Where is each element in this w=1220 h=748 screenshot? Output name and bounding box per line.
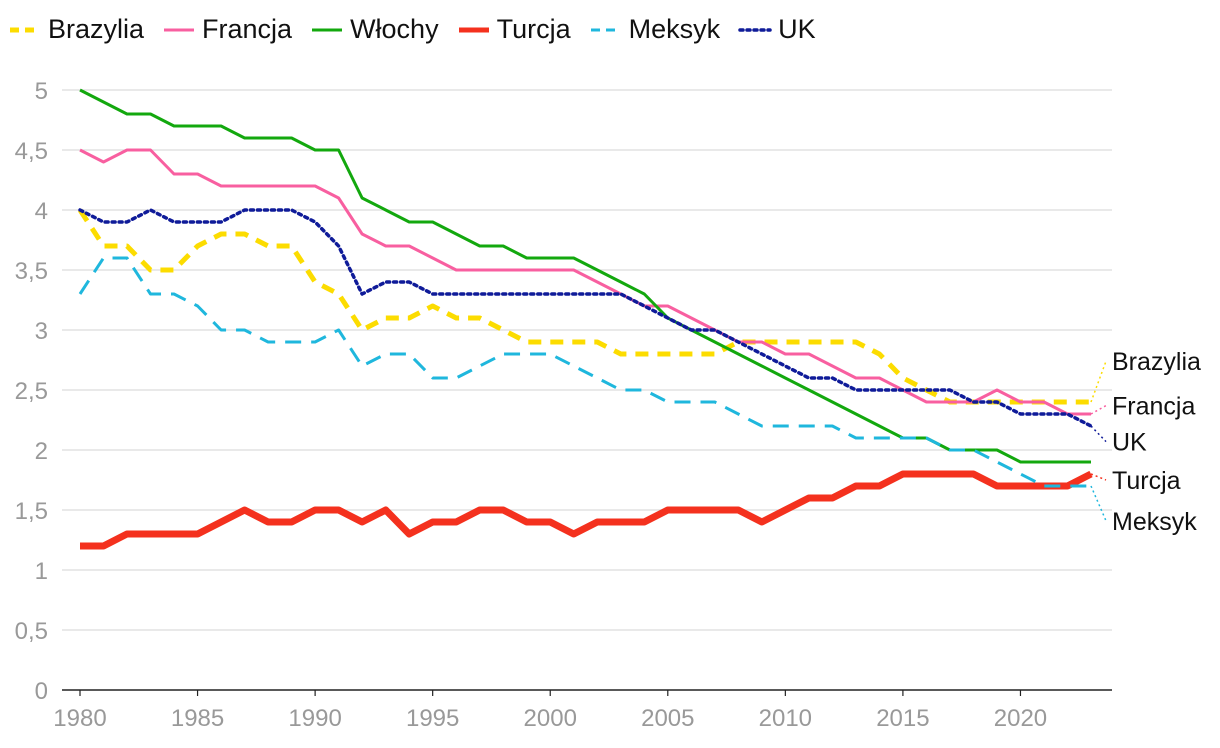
end-label-uk: UK — [1112, 429, 1147, 457]
legend-item-meksyk: Meksyk — [589, 14, 721, 45]
legend-swatch — [164, 28, 195, 31]
y-tick-label: 1,5 — [15, 498, 48, 525]
legend-label: Meksyk — [628, 14, 721, 44]
legend-label: Brazylia — [48, 14, 145, 44]
legend-label: Włochy — [350, 14, 439, 44]
legend-item-brazylia: Brazylia — [8, 14, 144, 45]
x-tick-label: 2020 — [994, 705, 1047, 732]
end-label-francja: Francja — [1112, 393, 1195, 421]
end-label-connector — [1090, 425, 1107, 443]
x-tick-label: 1980 — [53, 705, 106, 732]
end-label-connector — [1090, 360, 1107, 403]
y-tick-label: 3 — [35, 318, 48, 345]
series-line-meksyk — [78, 256, 1091, 488]
x-tick-label: 1985 — [171, 705, 224, 732]
x-tick-label: 1990 — [288, 705, 341, 732]
legend-item-uk: UK — [738, 14, 816, 45]
y-tick-label: 1 — [35, 558, 48, 585]
series-line-francja — [79, 148, 1091, 416]
y-tick-label: 2,5 — [15, 378, 48, 405]
legend-swatch — [10, 27, 40, 32]
y-tick-label: 0 — [35, 678, 48, 705]
x-tick-label: 2005 — [641, 705, 694, 732]
legend-swatch — [590, 28, 621, 31]
y-tick-label: 4 — [35, 198, 48, 225]
end-label-connector — [1090, 404, 1107, 415]
x-tick-label: 1995 — [406, 705, 459, 732]
series-line-turcja — [80, 470, 1093, 550]
end-label-meksyk: Meksyk — [1112, 508, 1197, 536]
legend-item-turcja: Turcja — [457, 14, 571, 45]
legend-swatch — [312, 28, 343, 31]
end-label-connector — [1090, 473, 1107, 481]
end-label-connector — [1090, 485, 1107, 522]
legend-label: UK — [778, 14, 816, 44]
y-tick-label: 4,5 — [15, 138, 48, 165]
y-tick-label: 3,5 — [15, 258, 48, 285]
x-tick-label: 2010 — [759, 705, 812, 732]
legend-label: Turcja — [496, 14, 571, 44]
x-tick-label: 2015 — [876, 705, 929, 732]
legend-swatch — [458, 27, 489, 32]
y-tick-label: 2 — [35, 438, 48, 465]
series-line-włochy — [79, 88, 1091, 464]
y-tick-label: 5 — [35, 78, 48, 105]
legend-swatch — [738, 27, 772, 32]
series-line-uk — [78, 208, 1093, 428]
legend-label: Francja — [202, 14, 293, 44]
legend: Brazylia Francja Włochy Turcja Meksyk UK — [8, 14, 834, 45]
x-tick-label: 2000 — [524, 705, 577, 732]
legend-item-francja: Francja — [162, 14, 292, 45]
legend-item-włochy: Włochy — [310, 14, 439, 45]
end-label-turcja: Turcja — [1112, 467, 1181, 495]
end-label-brazylia: Brazylia — [1112, 348, 1201, 376]
y-tick-label: 0,5 — [15, 618, 48, 645]
